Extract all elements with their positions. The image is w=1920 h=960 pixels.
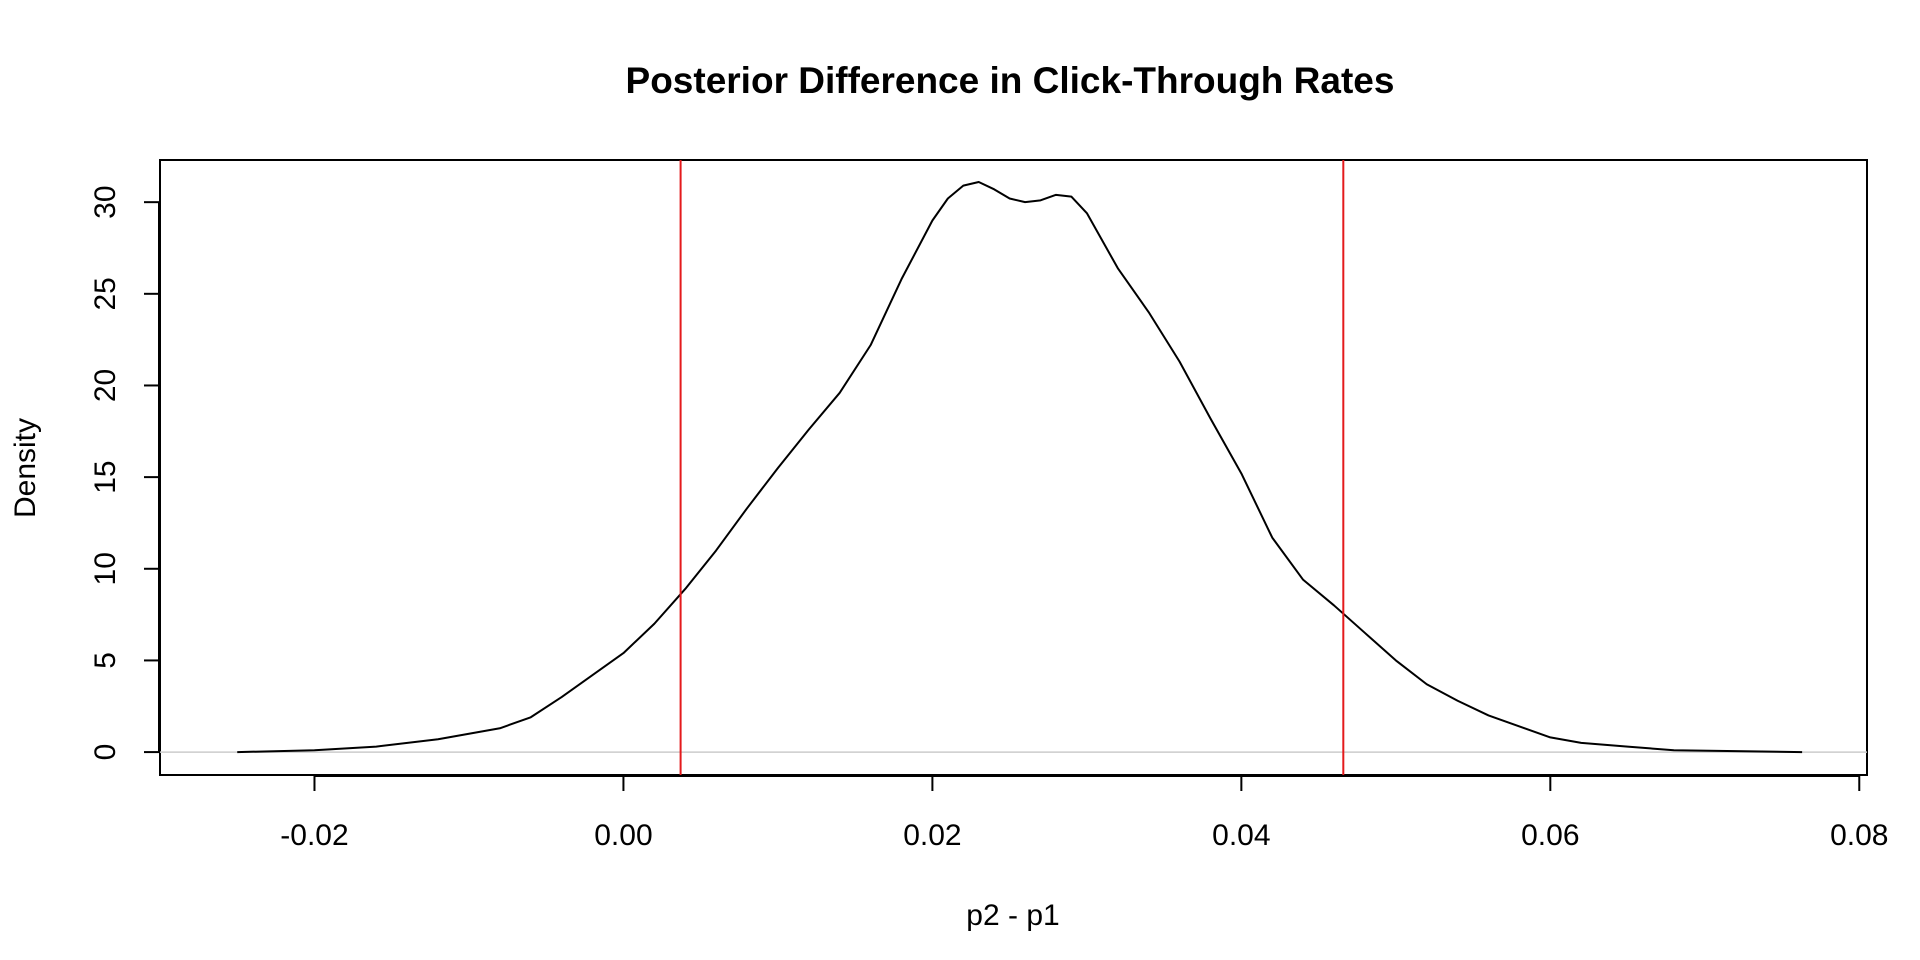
y-tick-label: 5 — [89, 652, 122, 669]
plot-area — [160, 160, 1867, 775]
x-tick-label: 0.04 — [1212, 819, 1270, 852]
y-tick-label: 15 — [89, 460, 122, 493]
y-tick-label: 20 — [89, 369, 122, 402]
x-tick-label: -0.02 — [280, 819, 348, 852]
density-curve — [237, 181, 1803, 754]
x-axis-label: p2 - p1 — [966, 899, 1059, 932]
chart-title: Posterior Difference in Click-Through Ra… — [626, 60, 1395, 101]
x-tick-label: 0.08 — [1830, 819, 1888, 852]
y-tick-label: 0 — [89, 744, 122, 761]
x-tick-label: 0.00 — [594, 819, 652, 852]
y-axis-label: Density — [9, 418, 42, 518]
plot-frame — [159, 159, 1868, 776]
y-tick-label: 30 — [89, 185, 122, 218]
x-axis: -0.02 0.00 0.02 0.04 0.06 0.08 — [280, 775, 1888, 852]
x-tick-label: 0.06 — [1521, 819, 1579, 852]
x-tick-label: 0.02 — [903, 819, 961, 852]
y-tick-label: 25 — [89, 277, 122, 310]
y-axis: 0 5 10 15 20 25 30 — [89, 185, 160, 761]
y-tick-label: 10 — [89, 552, 122, 585]
